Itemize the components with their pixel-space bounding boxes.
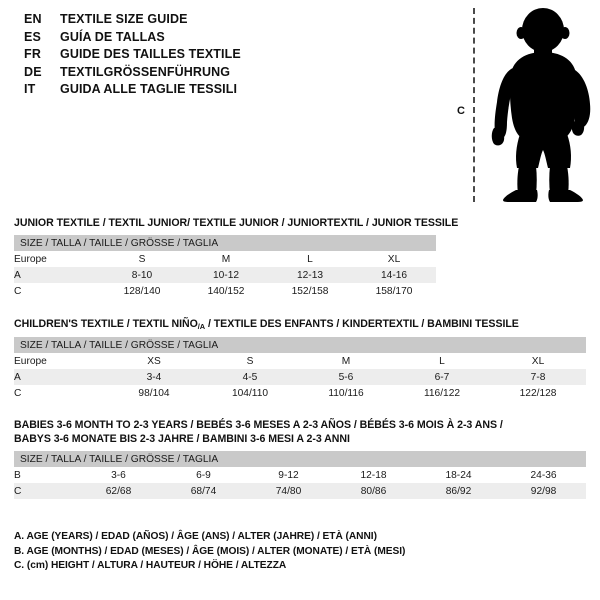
cell: 5-6 (298, 369, 394, 385)
cell: 158/170 (352, 283, 437, 299)
section-title-children-sub: /A (197, 321, 206, 331)
children-size-table: SIZE / TALLA / TAILLE / GRÖSSE / TAGLIA … (14, 337, 587, 401)
cell: 18-24 (416, 467, 501, 483)
cell: 12-13 (268, 267, 352, 283)
cell: 7-8 (490, 369, 587, 385)
cell: 9-12 (246, 467, 331, 483)
cell: 74/80 (246, 483, 331, 499)
cell: 86/92 (416, 483, 501, 499)
cell: 116/122 (394, 385, 490, 401)
height-measure-dashed-line (473, 8, 475, 202)
cell: 152/158 (268, 283, 352, 299)
footnote-a-age-years: A. AGE (YEARS) / EDAD (AÑOS) / ÂGE (ANS)… (14, 531, 377, 542)
cell: 62/68 (76, 483, 161, 499)
table-row: C 128/140 140/152 152/158 158/170 (14, 283, 437, 299)
cell: 14-16 (352, 267, 437, 283)
guide-title-it: GUIDA ALLE TAGLIE TESSILI (60, 82, 238, 96)
cell: 6-9 (161, 467, 246, 483)
table-row: A 8-10 10-12 12-13 14-16 (14, 267, 437, 283)
cell: 68/74 (161, 483, 246, 499)
cell: 98/104 (106, 385, 202, 401)
section-title-children-rest: / TEXTILE DES ENFANTS / KINDERTEXTIL / B… (205, 318, 519, 330)
cell: S (202, 353, 298, 369)
language-row: FR GUIDE DES TAILLES TEXTILE (24, 47, 424, 65)
language-code-fr: FR (24, 47, 42, 61)
row-label: C (14, 283, 100, 299)
language-row: ES GUÍA DE TALLAS (24, 30, 424, 48)
guide-title-en: TEXTILE SIZE GUIDE (60, 12, 188, 26)
section-title-junior: JUNIOR TEXTILE / TEXTIL JUNIOR/ TEXTILE … (14, 217, 459, 229)
table-band-row: SIZE / TALLA / TAILLE / GRÖSSE / TAGLIA (14, 235, 437, 251)
section-childrens-textile: CHILDREN'S TEXTILE / TEXTIL NIÑO/A / TEX… (14, 317, 587, 401)
cell: 122/128 (490, 385, 587, 401)
language-row: EN TEXTILE SIZE GUIDE (24, 12, 424, 30)
language-header-block: EN TEXTILE SIZE GUIDE ES GUÍA DE TALLAS … (24, 12, 424, 100)
section-junior-textile: JUNIOR TEXTILE / TEXTIL JUNIOR/ TEXTILE … (14, 216, 458, 299)
row-label: Europe (14, 353, 106, 369)
language-code-de: DE (24, 64, 42, 79)
guide-title-fr: GUIDE DES TAILLES TEXTILE (60, 47, 241, 61)
section-babies-textile: BABIES 3-6 MONTH TO 2-3 YEARS / BEBÉS 3-… (14, 418, 587, 499)
cell: 10-12 (184, 267, 268, 283)
cell: 3-4 (106, 369, 202, 385)
cell: XS (106, 353, 202, 369)
language-code-en: EN (24, 12, 42, 26)
footnote-b-age-months: B. AGE (MONTHS) / EDAD (MESES) / ÂGE (MO… (14, 545, 406, 557)
cell: 6-7 (394, 369, 490, 385)
row-label: C (14, 385, 106, 401)
cell: M (184, 251, 268, 267)
legend-footnotes: A. AGE (YEARS) / EDAD (AÑOS) / ÂGE (ANS)… (14, 530, 574, 574)
table-row: Europe S M L XL (14, 251, 437, 267)
toddler-silhouette-icon (491, 8, 591, 202)
cell: XL (352, 251, 437, 267)
guide-title-de: TEXTILGRÖSSENFÜHRUNG (60, 64, 231, 79)
guide-title-es: GUÍA DE TALLAS (60, 29, 165, 44)
table-row: B 3-6 6-9 9-12 12-18 18-24 24-36 (14, 467, 587, 483)
cell: L (268, 251, 352, 267)
language-code-it: IT (24, 82, 36, 96)
cell: 3-6 (76, 467, 161, 483)
row-label: A (14, 267, 100, 283)
cell: XL (490, 353, 587, 369)
band-label-babies: SIZE / TALLA / TAILLE / GRÖSSE / TAGLIA (14, 451, 587, 467)
cell: S (100, 251, 184, 267)
section-title-babies-line2: BABYS 3-6 MONATE BIS 2-3 JAHRE / BAMBINI… (14, 433, 350, 445)
language-row: IT GUIDA ALLE TAGLIE TESSILI (24, 82, 424, 100)
cell: 128/140 (100, 283, 184, 299)
language-row: DE TEXTILGRÖSSENFÜHRUNG (24, 65, 424, 83)
cell: 12-18 (331, 467, 416, 483)
table-row: C 62/68 68/74 74/80 80/86 86/92 92/98 (14, 483, 587, 499)
cell: 110/116 (298, 385, 394, 401)
row-label: A (14, 369, 106, 385)
cell: 24-36 (501, 467, 587, 483)
table-row: C 98/104 104/110 110/116 116/122 122/128 (14, 385, 587, 401)
cell: L (394, 353, 490, 369)
band-label-children: SIZE / TALLA / TAILLE / GRÖSSE / TAGLIA (14, 337, 587, 353)
section-title-children-main: CHILDREN'S TEXTILE / TEXTIL NIÑO (14, 318, 198, 330)
band-label-junior: SIZE / TALLA / TAILLE / GRÖSSE / TAGLIA (14, 235, 437, 251)
height-illustration: C (440, 0, 600, 210)
table-band-row: SIZE / TALLA / TAILLE / GRÖSSE / TAGLIA (14, 337, 587, 353)
table-band-row: SIZE / TALLA / TAILLE / GRÖSSE / TAGLIA (14, 451, 587, 467)
cell: 80/86 (331, 483, 416, 499)
row-label: C (14, 483, 76, 499)
language-code-es: ES (24, 29, 42, 44)
junior-size-table: SIZE / TALLA / TAILLE / GRÖSSE / TAGLIA … (14, 235, 437, 299)
cell: 8-10 (100, 267, 184, 283)
babies-size-table: SIZE / TALLA / TAILLE / GRÖSSE / TAGLIA … (14, 451, 587, 499)
height-measure-label: C (457, 105, 465, 117)
cell: 104/110 (202, 385, 298, 401)
table-row: Europe XS S M L XL (14, 353, 587, 369)
table-row: A 3-4 4-5 5-6 6-7 7-8 (14, 369, 587, 385)
footnote-c-height: C. (cm) HEIGHT / ALTURA / HAUTEUR / HÖHE… (14, 560, 287, 571)
cell: 4-5 (202, 369, 298, 385)
cell: 140/152 (184, 283, 268, 299)
row-label: Europe (14, 251, 100, 267)
section-title-children: CHILDREN'S TEXTILE / TEXTIL NIÑO/A / TEX… (14, 317, 586, 332)
row-label: B (14, 467, 76, 483)
cell: 92/98 (501, 483, 587, 499)
cell: M (298, 353, 394, 369)
section-title-babies-line1: BABIES 3-6 MONTH TO 2-3 YEARS / BEBÉS 3-… (14, 419, 503, 431)
